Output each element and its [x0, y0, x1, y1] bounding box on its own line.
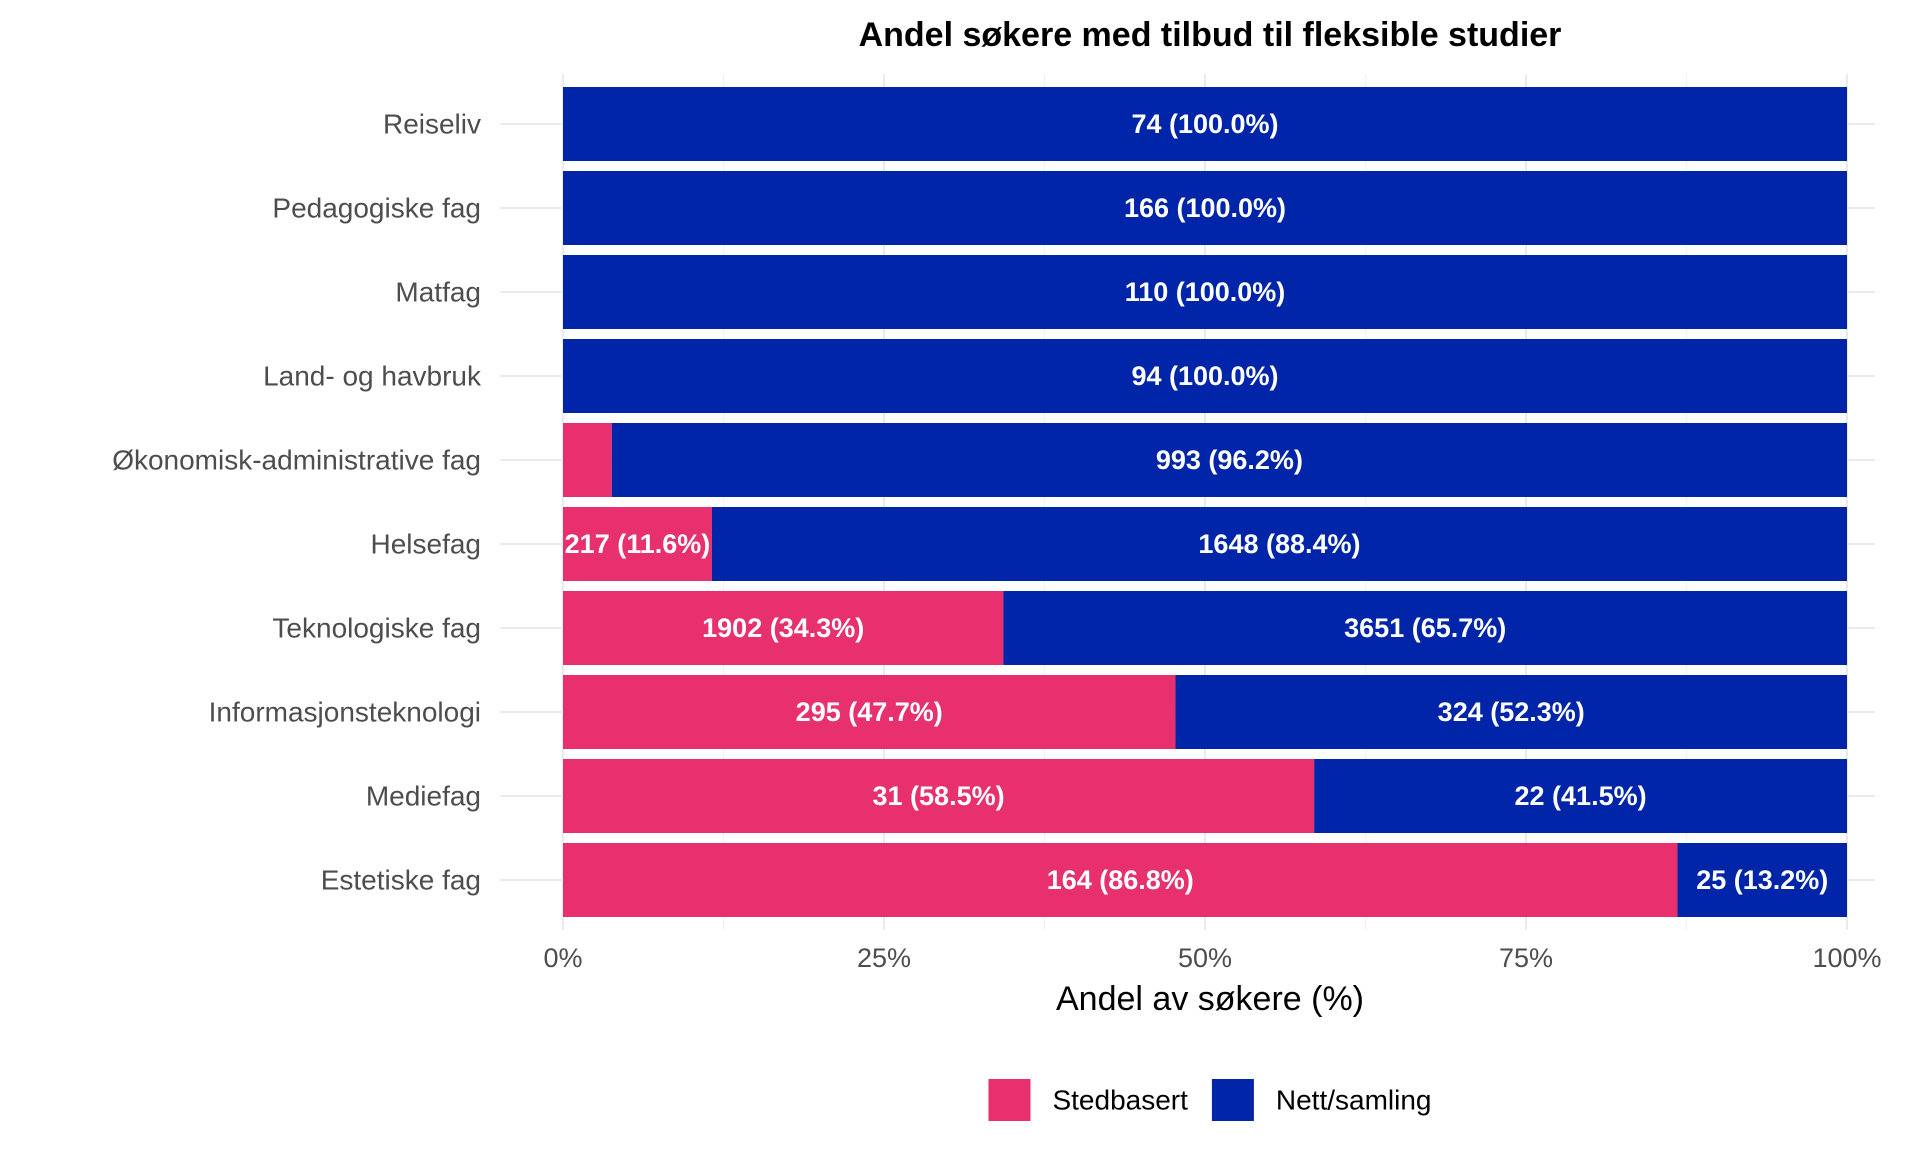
data-label: 74 (100.0%): [1131, 109, 1278, 139]
bar-segment-stedbasert: [563, 843, 1678, 917]
value-axis: 0% 25% 50% 75% 100%: [543, 943, 1881, 973]
category-label: Økonomisk-administrative fag: [112, 445, 481, 476]
category-label: Informasjonsteknologi: [209, 697, 481, 728]
data-label: 22 (41.5%): [1515, 781, 1647, 811]
bar-segment-nett-samling: [711, 507, 1847, 581]
bar-segment-nett-samling: [1677, 843, 1847, 917]
legend: Stedbasert Nett/samling: [988, 1079, 1432, 1121]
category-label: Teknologiske fag: [272, 613, 481, 644]
x-tick-label: 50%: [1178, 943, 1232, 973]
data-label: 217 (11.6%): [565, 529, 711, 559]
data-label: 3651 (65.7%): [1344, 613, 1506, 643]
legend-label: Stedbasert: [1052, 1085, 1188, 1116]
bar-segment-nett-samling: [1314, 759, 1847, 833]
category-label: Reiseliv: [383, 109, 481, 140]
data-label: 31 (58.5%): [873, 781, 1005, 811]
bar-segment-stedbasert: [563, 591, 1004, 665]
data-label: 166 (100.0%): [1124, 193, 1286, 223]
bar-segment-stedbasert: [563, 507, 712, 581]
bar-segment-nett-samling: [563, 339, 1847, 413]
chart-title: Andel søkere med tilbud til fleksible st…: [859, 16, 1562, 54]
bar-segment-nett-samling: [563, 171, 1847, 245]
bar-labels: 74 (100.0%) 166 (100.0%) 110 (100.0%) 94 (1…: [565, 109, 1829, 895]
category-label: Helsefag: [370, 529, 481, 560]
bar-segment-nett-samling: [611, 423, 1847, 497]
bars: [563, 87, 1847, 917]
legend-label: Nett/samling: [1276, 1085, 1432, 1116]
x-tick-label: 0%: [543, 943, 582, 973]
category-label: Matfag: [395, 277, 481, 308]
bar-segment-nett-samling: [563, 255, 1847, 329]
bar-segment-stedbasert: [563, 759, 1315, 833]
data-label: 324 (52.3%): [1438, 697, 1585, 727]
category-label: Pedagogiske fag: [272, 193, 481, 224]
x-tick-label: 75%: [1499, 943, 1553, 973]
data-label: 1648 (88.4%): [1198, 529, 1360, 559]
category-label: Estetiske fag: [321, 865, 481, 896]
x-tick-label: 100%: [1812, 943, 1881, 973]
data-label: 1902 (34.3%): [702, 613, 864, 643]
category-label: Mediefag: [366, 781, 481, 812]
data-label: 164 (86.8%): [1047, 865, 1194, 895]
data-label: 295 (47.7%): [796, 697, 943, 727]
legend-swatch: [1211, 1079, 1254, 1121]
data-label: 25 (13.2%): [1696, 865, 1828, 895]
data-label: 94 (100.0%): [1131, 361, 1278, 391]
category-axis: Reiseliv Pedagogiske fag Matfag Land- og ha…: [112, 109, 482, 896]
bar-segment-stedbasert: [563, 675, 1176, 749]
data-label: 110 (100.0%): [1125, 277, 1286, 307]
category-label: Land- og havbruk: [263, 361, 482, 392]
data-label: 993 (96.2%): [1156, 445, 1303, 475]
x-axis-title: Andel av søkere (%): [1056, 980, 1364, 1018]
bar-segment-stedbasert: [563, 423, 612, 497]
bar-segment-nett-samling: [563, 87, 1847, 161]
bar-segment-nett-samling: [1003, 591, 1847, 665]
legend-swatch: [988, 1079, 1031, 1121]
bar-segment-nett-samling: [1175, 675, 1847, 749]
x-tick-label: 25%: [857, 943, 911, 973]
